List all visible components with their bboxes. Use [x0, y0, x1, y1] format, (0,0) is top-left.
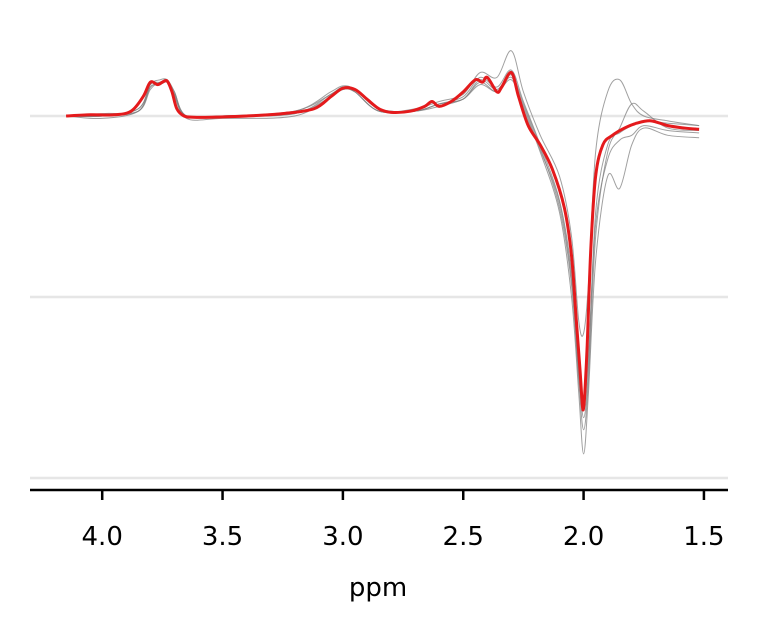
individual-spectrum-line-0	[66, 69, 700, 419]
x-tick-label-5: 1.5	[683, 522, 724, 552]
individual-spectrum-line-1	[66, 50, 700, 337]
individual-spectrum-line-3	[66, 74, 700, 431]
gridlines	[30, 114, 728, 480]
x-axis-label: ppm	[349, 573, 407, 603]
x-tick-label-4: 2.0	[563, 522, 604, 552]
x-tick-label-3: 2.5	[443, 522, 484, 552]
x-tick-label-2: 3.0	[322, 522, 363, 552]
x-tick-label-0: 4.0	[82, 522, 123, 552]
mean-spectrum	[66, 71, 700, 412]
x-tick-label-1: 3.5	[202, 522, 243, 552]
mean-spectrum-line	[66, 71, 700, 412]
individual-spectrum-line-2	[66, 76, 700, 455]
individual-spectrum-line-4	[66, 79, 700, 412]
x-axis: 4.0 3.5 3.0 2.5 2.0 1.5	[30, 488, 728, 552]
